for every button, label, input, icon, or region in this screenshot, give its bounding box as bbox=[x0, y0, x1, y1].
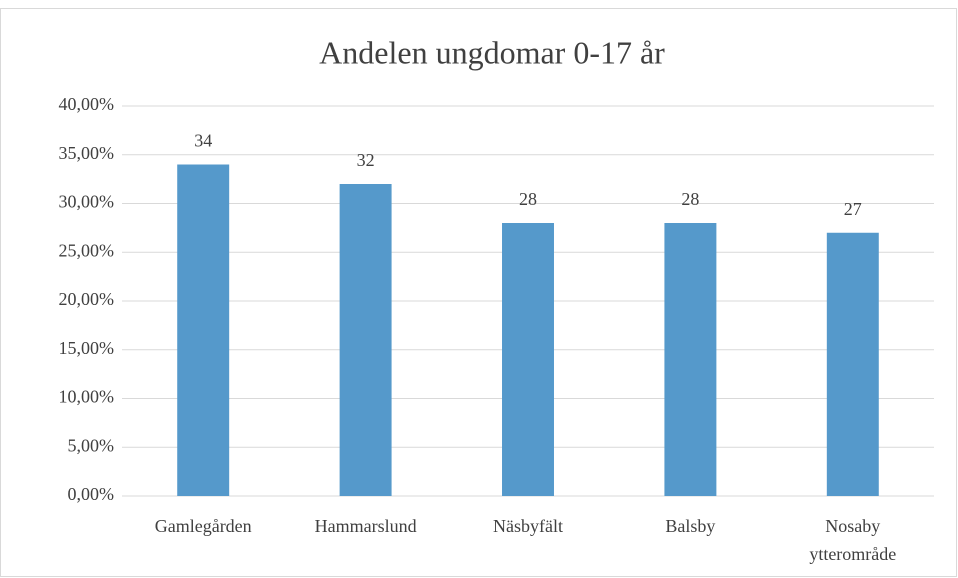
bar bbox=[664, 223, 717, 496]
y-tick-label: 15,00% bbox=[59, 338, 115, 358]
chart-border bbox=[0, 8, 957, 577]
data-label: 28 bbox=[519, 189, 537, 209]
bar bbox=[826, 232, 879, 496]
bar bbox=[177, 164, 230, 496]
data-label: 32 bbox=[357, 150, 375, 170]
bar bbox=[339, 184, 392, 496]
y-tick-label: 25,00% bbox=[59, 240, 115, 260]
x-tick-label: Balsby bbox=[665, 516, 715, 536]
data-label: 27 bbox=[844, 199, 862, 219]
y-tick-label: 10,00% bbox=[59, 387, 115, 407]
x-tick-label: Nosaby ytterområde bbox=[809, 516, 896, 564]
y-tick-label: 35,00% bbox=[59, 143, 115, 163]
data-label: 34 bbox=[194, 131, 212, 151]
y-tick-label: 20,00% bbox=[59, 289, 115, 309]
y-tick-label: 0,00% bbox=[68, 484, 115, 504]
y-tick-label: 30,00% bbox=[59, 192, 115, 212]
bar bbox=[502, 223, 554, 496]
y-tick-label: 40,00% bbox=[59, 94, 115, 114]
x-tick-label: Hammarslund bbox=[315, 516, 417, 536]
data-label: 28 bbox=[681, 189, 699, 209]
x-tick-label: Näsbyfält bbox=[493, 516, 563, 536]
x-tick-label: Gamlegården bbox=[155, 516, 252, 536]
y-tick-label: 5,00% bbox=[68, 435, 115, 455]
chart-title: Andelen ungdomar 0-17 år bbox=[319, 34, 665, 70]
